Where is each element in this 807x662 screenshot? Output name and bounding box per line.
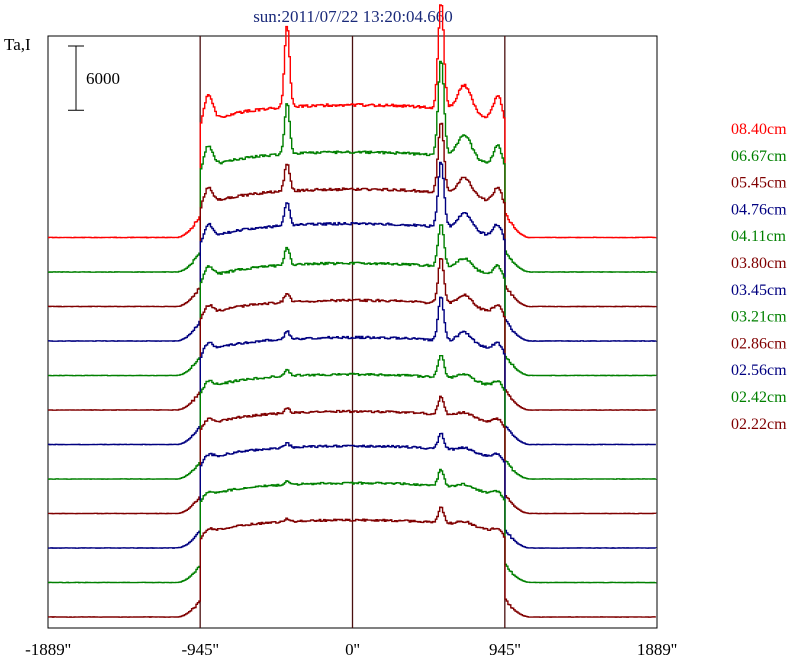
legend-entry-02.22cm: 02.22cm — [731, 416, 787, 433]
series-line-03.45cm — [48, 296, 656, 446]
series-line-02.22cm — [48, 506, 656, 618]
legend-entry-03.45cm: 03.45cm — [731, 282, 787, 299]
series-line-04.76cm — [48, 161, 657, 342]
intensity-scale-bar — [68, 45, 84, 111]
scale-bar-label: 6000 — [86, 69, 120, 88]
x-tick-label-2: 0'' — [345, 640, 360, 659]
legend-entry-08.40cm: 08.40cm — [731, 121, 787, 138]
legend: 08.40cm 06.67cm 05.45cm 04.76cm 04.11cm 03.80… — [731, 121, 787, 433]
x-tick-label-0: -1889'' — [25, 640, 71, 659]
vertical-reference-lines — [199, 36, 506, 628]
series-line-02.56cm — [48, 432, 657, 549]
x-tick-label-4: 1889'' — [637, 640, 677, 659]
legend-entry-02.42cm: 02.42cm — [731, 389, 787, 406]
chart-title: sun:2011/07/22 13:20:04.660 — [253, 7, 453, 26]
legend-entry-05.45cm: 05.45cm — [731, 175, 787, 192]
series-line-08.40cm — [48, 4, 657, 239]
y-axis-label: Ta,I — [4, 35, 31, 54]
series-line-04.11cm — [48, 224, 657, 377]
legend-entry-03.80cm: 03.80cm — [731, 255, 787, 272]
series-line-06.67cm — [48, 60, 657, 273]
x-tick-labels: -1889'' -945'' 0'' 945'' 1889'' — [25, 640, 677, 659]
x-tick-label-3: 945'' — [489, 640, 521, 659]
series-line-02.86cm — [48, 395, 657, 515]
series-line-03.80cm — [48, 258, 656, 411]
legend-entry-04.76cm: 04.76cm — [731, 201, 787, 218]
legend-entry-02.86cm: 02.86cm — [731, 335, 787, 352]
legend-entry-06.67cm: 06.67cm — [731, 148, 787, 165]
series-line-02.42cm — [48, 468, 657, 584]
legend-entry-02.56cm: 02.56cm — [731, 362, 787, 379]
series-line-05.45cm — [48, 122, 657, 308]
x-tick-label-1: -945'' — [182, 640, 219, 659]
series-line-03.21cm — [48, 355, 657, 480]
legend-entry-04.11cm: 04.11cm — [731, 228, 787, 245]
series-group — [48, 4, 657, 618]
legend-entry-03.21cm: 03.21cm — [731, 309, 787, 326]
